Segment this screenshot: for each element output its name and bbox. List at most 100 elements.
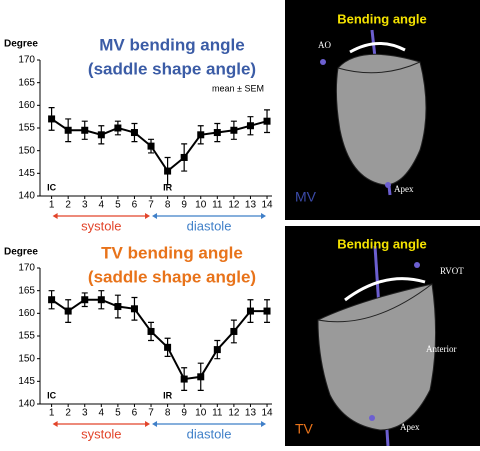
valve-shape xyxy=(317,283,437,431)
marker xyxy=(48,115,56,123)
x-tick-label: 7 xyxy=(148,408,154,419)
marker xyxy=(97,131,105,139)
marker xyxy=(64,126,72,134)
point xyxy=(369,415,375,421)
marker xyxy=(246,307,254,315)
y-axis-label: Degree xyxy=(4,39,38,50)
panel-label: Apex xyxy=(394,184,414,194)
marker xyxy=(263,117,271,125)
y-tick-label: 165 xyxy=(18,77,35,88)
x-tick-label: 10 xyxy=(195,200,207,211)
x-tick-label: 9 xyxy=(181,408,187,419)
marker xyxy=(130,305,138,313)
point xyxy=(385,182,391,188)
panel-label: Apex xyxy=(400,422,420,432)
chart-title: (saddle shape angle) xyxy=(88,59,256,78)
panel-heading: Bending angle xyxy=(337,236,427,251)
panel-heading: Bending angle xyxy=(337,11,427,26)
x-tick-label: 10 xyxy=(195,408,207,419)
bend-arrow xyxy=(344,277,426,302)
marker xyxy=(114,303,122,311)
marker xyxy=(213,346,221,354)
point xyxy=(320,59,326,65)
marker xyxy=(230,126,238,134)
x-tick-label: 2 xyxy=(65,200,71,211)
marker xyxy=(197,373,205,381)
marker xyxy=(180,375,188,383)
y-tick-label: 140 xyxy=(18,399,35,410)
x-tick-label: 6 xyxy=(132,200,138,211)
x-tick-label: 14 xyxy=(261,408,273,419)
point xyxy=(414,262,420,268)
x-tick-label: 13 xyxy=(245,408,257,419)
x-tick-label: 4 xyxy=(99,408,105,419)
annotation: IC xyxy=(47,390,57,400)
valve-line xyxy=(337,61,421,74)
marker xyxy=(130,129,138,137)
phase-label: systole xyxy=(81,218,121,233)
annotation: IC xyxy=(47,182,57,192)
marker xyxy=(147,327,155,335)
marker xyxy=(81,296,89,304)
chart-title: TV bending angle xyxy=(101,243,243,262)
marker xyxy=(213,129,221,137)
panel-valve: MV xyxy=(295,189,317,205)
annotation: IR xyxy=(163,390,173,400)
y-tick-label: 150 xyxy=(18,353,35,364)
marker xyxy=(147,142,155,150)
annotation: IR xyxy=(163,182,173,192)
x-tick-label: 12 xyxy=(228,408,240,419)
x-tick-label: 3 xyxy=(82,200,88,211)
marker xyxy=(180,153,188,161)
y-tick-label: 155 xyxy=(18,331,35,342)
valve-shape xyxy=(335,53,427,186)
marker xyxy=(81,126,89,134)
y-tick-label: 170 xyxy=(18,55,35,66)
x-tick-label: 9 xyxy=(181,200,187,211)
y-tick-label: 155 xyxy=(18,123,35,134)
y-tick-label: 145 xyxy=(18,376,35,387)
x-tick-label: 1 xyxy=(49,408,55,419)
x-tick-label: 1 xyxy=(49,200,55,211)
x-tick-label: 5 xyxy=(115,200,121,211)
x-tick-label: 3 xyxy=(82,408,88,419)
y-tick-label: 165 xyxy=(18,285,35,296)
marker xyxy=(48,296,56,304)
marker xyxy=(97,296,105,304)
phase-label: diastole xyxy=(187,218,232,233)
x-tick-label: 11 xyxy=(212,200,223,211)
panel-label: RVOT xyxy=(440,266,464,276)
x-tick-label: 13 xyxy=(245,200,257,211)
x-tick-label: 8 xyxy=(165,408,171,419)
x-tick-label: 5 xyxy=(115,408,121,419)
x-tick-label: 8 xyxy=(165,200,171,211)
marker xyxy=(114,124,122,132)
panel-label: AO xyxy=(318,40,331,50)
phase-label: diastole xyxy=(187,426,232,441)
x-tick-label: 11 xyxy=(212,408,223,419)
marker xyxy=(197,131,205,139)
legend-note: mean ± SEM xyxy=(212,83,264,93)
panel-valve: TV xyxy=(295,421,314,437)
y-axis-label: Degree xyxy=(4,247,38,258)
x-tick-label: 14 xyxy=(261,200,273,211)
x-tick-label: 7 xyxy=(148,200,154,211)
series-line xyxy=(51,118,268,173)
y-tick-label: 145 xyxy=(18,168,35,179)
panel-label: Anterior xyxy=(426,344,457,354)
chart-title: MV bending angle xyxy=(99,35,244,54)
x-tick-label: 4 xyxy=(99,200,105,211)
y-tick-label: 160 xyxy=(18,100,35,111)
marker xyxy=(164,343,172,351)
marker xyxy=(263,307,271,315)
x-tick-label: 2 xyxy=(65,408,71,419)
series-line xyxy=(51,298,268,381)
x-tick-label: 6 xyxy=(132,408,138,419)
phase-label: systole xyxy=(81,426,121,441)
chart-title: (saddle shape angle) xyxy=(88,267,256,286)
valve-line xyxy=(317,283,433,323)
marker xyxy=(246,122,254,130)
y-tick-label: 170 xyxy=(18,263,35,274)
marker xyxy=(64,307,72,315)
